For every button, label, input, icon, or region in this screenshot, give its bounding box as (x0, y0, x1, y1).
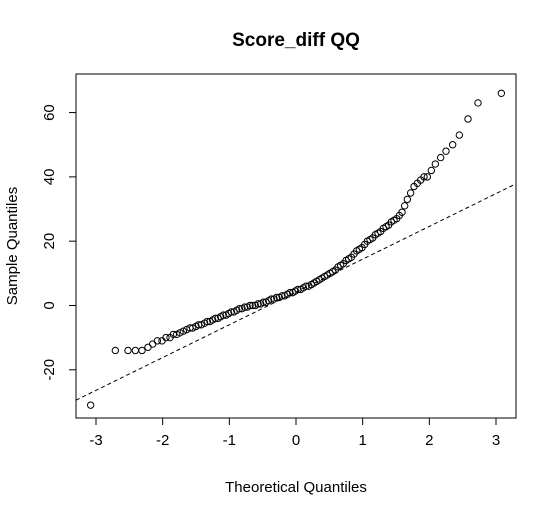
data-point (153, 337, 162, 345)
x-tick-label: 1 (358, 432, 366, 449)
data-point (455, 131, 464, 139)
y-axis: -20 0 20 40 60 (41, 104, 76, 381)
data-point (272, 293, 281, 302)
x-axis: -3 -2 -1 0 1 2 3 (89, 418, 500, 449)
data-point (144, 343, 152, 351)
data-point (294, 285, 302, 294)
data-point (235, 304, 244, 313)
data-point (403, 195, 412, 204)
data-point (278, 292, 286, 300)
x-tick-label: 3 (492, 432, 500, 449)
data-point (138, 346, 146, 355)
data-point (240, 303, 249, 311)
data-point (124, 346, 132, 355)
data-point (169, 330, 178, 339)
data-point (259, 298, 268, 306)
plot-frame (75, 73, 517, 419)
data-point (131, 346, 140, 355)
y-tick-label: 40 (41, 169, 58, 186)
data-point (448, 141, 457, 149)
data-point (442, 147, 450, 155)
y-tick-label: 60 (41, 104, 58, 121)
x-tick-label: -2 (156, 432, 169, 449)
data-point (254, 300, 262, 308)
data-point (400, 202, 409, 210)
data-point (436, 153, 445, 162)
data-point (474, 99, 482, 107)
data-point (227, 308, 236, 316)
y-tick-label: 0 (41, 301, 58, 309)
data-point (211, 314, 220, 323)
y-tick-label: 20 (41, 233, 58, 250)
data-point (86, 401, 95, 409)
data-point (248, 301, 257, 310)
data-points (86, 89, 506, 409)
data-point (406, 189, 415, 197)
data-point (423, 173, 432, 181)
data-point (246, 301, 254, 310)
data-point (420, 173, 428, 181)
data-point (203, 317, 212, 326)
x-tick-label: 2 (425, 432, 433, 449)
data-point (431, 160, 440, 168)
data-point (464, 115, 472, 123)
x-tick-label: 0 (292, 432, 300, 449)
data-point (302, 282, 310, 290)
y-axis-label: Sample Quantiles (4, 187, 21, 305)
data-point (111, 346, 120, 355)
x-axis-label: Theoretical Quantiles (225, 479, 367, 496)
data-point (497, 89, 506, 97)
data-point (286, 288, 294, 297)
chart-title: Score_diff QQ (232, 30, 360, 51)
data-point (398, 208, 406, 216)
data-point (148, 340, 157, 348)
x-tick-label: -3 (89, 432, 102, 449)
data-point (267, 295, 276, 303)
x-tick-label: -1 (223, 432, 236, 449)
data-point (162, 333, 170, 342)
data-point (427, 166, 436, 175)
y-tick-label: -20 (41, 359, 58, 381)
data-point (219, 311, 228, 319)
